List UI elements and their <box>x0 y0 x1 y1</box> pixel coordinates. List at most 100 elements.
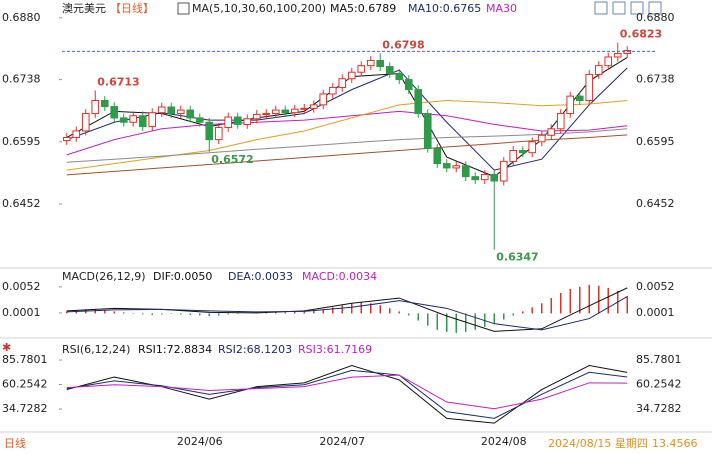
y-tick-label: 0.6452 <box>2 197 41 210</box>
candle-body <box>461 165 470 178</box>
footer-value: 13.4566 <box>652 437 698 450</box>
candle-body <box>623 49 632 55</box>
candle-body <box>366 59 375 67</box>
series-line <box>66 296 628 331</box>
candle-body <box>157 106 166 114</box>
candle-body <box>604 56 613 67</box>
series-line <box>66 99 628 171</box>
x-tick-label: 2024/08 <box>481 435 527 448</box>
panel-title: RSI(6,12,24) <box>62 343 130 356</box>
candle-body <box>594 65 603 75</box>
candle-body <box>537 134 546 143</box>
candle-body <box>110 106 119 119</box>
candle-body <box>423 113 432 149</box>
settings-icon[interactable] <box>177 2 190 15</box>
period-label: 【日线】 <box>110 1 154 15</box>
legend-entry: MA5:0.6789 <box>330 2 396 15</box>
chart-title: 澳元美元 <box>62 2 106 15</box>
candle-body <box>319 93 328 106</box>
y-tick-label: 85.7801 <box>2 353 48 366</box>
candle-body <box>575 95 584 101</box>
candle-body <box>347 71 356 80</box>
legend-entry: RSI2:68.1203 <box>218 343 292 356</box>
price-annotation: 0.6713 <box>97 75 139 88</box>
candle-body <box>499 160 508 182</box>
candle-body <box>262 113 271 116</box>
series-line <box>66 369 628 419</box>
candle-body <box>205 121 214 141</box>
candle-body <box>414 89 423 115</box>
x-tick-label: 2024/07 <box>319 435 365 448</box>
candle-body <box>566 95 575 115</box>
candle-body <box>490 173 499 182</box>
candle-body <box>271 109 280 115</box>
candle-body <box>214 126 223 141</box>
candle-body <box>148 112 157 128</box>
candle-body <box>442 163 451 169</box>
candle-body <box>252 113 261 120</box>
candle-body <box>376 59 385 68</box>
y-tick-label: 0.6452 <box>636 197 675 210</box>
y-tick-label: 0.0052 <box>2 280 41 293</box>
candle-body <box>243 118 252 125</box>
y-tick-label: 34.7282 <box>636 402 682 415</box>
candle-body <box>100 99 109 108</box>
tool-icon[interactable] <box>594 1 608 15</box>
candle-body <box>233 116 242 125</box>
tool-icon[interactable] <box>630 1 644 15</box>
candle-body <box>167 106 176 115</box>
y-tick-label: 0.6595 <box>2 135 41 148</box>
panel-title: MACD(26,12,9) <box>62 270 146 283</box>
legend-entry: RSI3:61.7169 <box>298 343 372 356</box>
candle-body <box>300 107 309 110</box>
legend-entry: MA30 <box>486 2 517 15</box>
tool-icon[interactable] <box>612 1 626 15</box>
y-tick-label: 0.6880 <box>636 11 675 24</box>
candle-body <box>328 86 337 95</box>
y-tick-label: 60.2542 <box>2 378 48 391</box>
candle-body <box>81 113 90 132</box>
price-annotation: 0.6572 <box>211 153 253 166</box>
price-annotation: 0.6347 <box>496 251 538 264</box>
candle-body <box>119 117 128 123</box>
footer-period[interactable]: 日线 <box>4 436 26 450</box>
y-tick-label: 0.6738 <box>636 73 675 86</box>
candle-body <box>138 115 147 128</box>
x-tick-label: 2024/06 <box>177 435 223 448</box>
candle-body <box>338 78 347 88</box>
candle-body <box>72 130 81 138</box>
y-tick-label: 0.6738 <box>2 73 41 86</box>
footer-date: 2024/08/15 星期四 <box>548 437 648 450</box>
legend-entry: MA10:0.6765 <box>408 2 481 15</box>
y-tick-label: 0.0052 <box>636 280 675 293</box>
y-tick-label: 34.7282 <box>2 402 48 415</box>
y-tick-label: 0.0001 <box>636 306 675 319</box>
candle-body <box>547 128 556 136</box>
candle-body <box>91 99 100 115</box>
candle-body <box>395 73 404 81</box>
candle-body <box>129 115 138 123</box>
candle-body <box>528 141 537 154</box>
series-line <box>66 110 628 156</box>
candle-body <box>404 79 413 91</box>
legend-entry: DEA:0.0033 <box>228 270 293 283</box>
candle-body <box>480 173 489 181</box>
candle-body <box>186 109 195 119</box>
y-tick-label: 0.6880 <box>2 11 41 24</box>
legend-entry: RSI1:72.8834 <box>138 343 212 356</box>
candle-body <box>452 165 461 169</box>
candle-body <box>195 117 204 123</box>
indicator-icon[interactable]: ✱ <box>2 341 11 354</box>
candle-body <box>509 150 518 162</box>
candle-body <box>471 176 480 181</box>
y-tick-label: 0.6595 <box>636 135 675 148</box>
y-tick-label: 85.7801 <box>636 353 682 366</box>
tool-icon[interactable] <box>648 1 662 15</box>
candle-body <box>224 116 233 128</box>
candle-body <box>309 104 318 109</box>
candle-body <box>433 147 442 165</box>
candle-body <box>385 66 394 75</box>
candle-body <box>518 150 527 154</box>
legend-entry: MACD:0.0034 <box>302 270 377 283</box>
